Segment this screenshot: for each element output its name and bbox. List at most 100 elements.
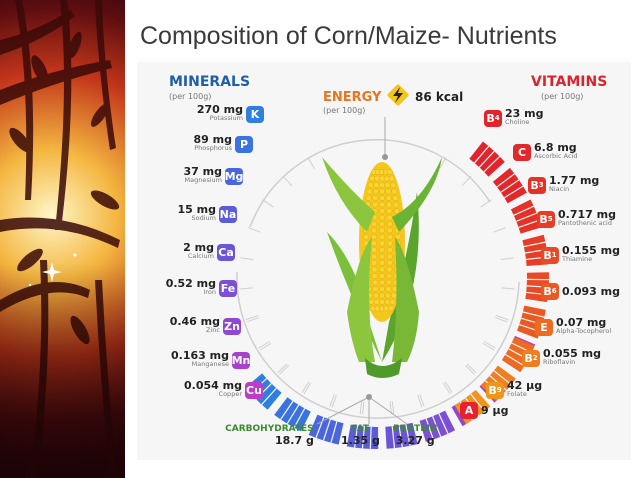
vitamin-name: Ascorbic Acid	[534, 152, 578, 160]
mineral-amount: 270 mg	[196, 103, 243, 116]
bar-divider	[361, 426, 365, 449]
kernel	[372, 188, 379, 195]
infographic-graphics	[236, 84, 549, 449]
kernel	[378, 279, 386, 286]
mineral-name: Manganese	[191, 360, 229, 368]
nutrient-infographic: MINERALS (per 100g) VITAMINS (per 100g) …	[137, 62, 631, 460]
kernel	[386, 201, 393, 208]
kernel	[386, 253, 393, 260]
kernel	[390, 292, 397, 299]
kernel	[378, 273, 386, 279]
bar-divider	[330, 421, 338, 443]
mineral-row-calcium: 2 mg Calcium Ca	[183, 242, 235, 262]
kernel	[378, 214, 386, 221]
kernel	[390, 182, 397, 188]
kernel	[378, 221, 386, 227]
kernel	[367, 182, 374, 188]
kernel	[371, 260, 378, 266]
mineral-amount: 0.46 mg	[169, 315, 220, 328]
vitamin-name: Choline	[505, 118, 530, 126]
kernel	[370, 247, 378, 253]
kernel	[378, 299, 386, 305]
energy-node	[382, 154, 388, 160]
kernel	[386, 240, 394, 247]
bar-divider	[293, 408, 306, 428]
mineral-row-iron: 0.52 mg Iron Fe	[166, 278, 237, 298]
macro-label: PROTEIN	[393, 424, 438, 434]
tick	[500, 257, 514, 261]
vitamin-amount: 0.07 mg	[556, 316, 607, 329]
kernel	[385, 279, 392, 286]
mineral-badge: Mg	[224, 167, 244, 185]
kernel	[378, 266, 386, 273]
kernel	[386, 266, 393, 273]
vitamin-badge: C	[513, 143, 531, 161]
kernel	[366, 188, 373, 195]
vitamin-name: Niacin	[549, 185, 570, 193]
bar-divider	[504, 185, 524, 199]
kernel	[378, 195, 386, 201]
mineral-badge: Na	[219, 205, 237, 223]
tick	[259, 342, 272, 351]
macro-value: 18.7 g	[275, 434, 314, 447]
mineral-name: Copper	[218, 390, 242, 398]
tick	[362, 401, 365, 415]
tick	[461, 175, 472, 186]
kernel	[378, 227, 386, 234]
tick	[465, 365, 475, 375]
kernel	[371, 221, 378, 227]
bar-divider	[280, 400, 294, 420]
tick	[483, 340, 496, 349]
mineral-amount: 89 mg	[193, 133, 232, 146]
mineral-row-sodium: 15 mg Sodium Na	[178, 204, 237, 224]
bar-divider	[513, 205, 535, 216]
tick	[307, 157, 315, 169]
bar-divider	[496, 173, 515, 188]
kernel	[365, 195, 372, 201]
bar-divider	[523, 241, 546, 248]
macro-node	[366, 394, 372, 400]
vitamin-row-c: C 6.8 mg Ascorbic Acid	[513, 142, 577, 162]
mineral-bar	[308, 414, 344, 445]
tick	[245, 315, 259, 321]
tick	[262, 199, 274, 208]
arc-ticks	[239, 157, 515, 415]
mineral-badge: Cu	[245, 381, 263, 399]
bar-divider	[473, 145, 490, 164]
kernel	[386, 227, 393, 234]
kernel	[371, 266, 378, 273]
tick	[493, 227, 507, 233]
bar-divider	[398, 425, 403, 448]
kernel	[387, 305, 394, 312]
vitamin-bar	[510, 199, 542, 234]
kernel	[378, 208, 386, 214]
kernel	[378, 182, 386, 188]
bar-divider	[432, 416, 442, 437]
bar-divider	[322, 419, 331, 441]
vitamin-amount: 0.155 mg	[562, 244, 620, 257]
tick	[329, 394, 335, 407]
kernel	[371, 227, 378, 234]
kernel	[385, 188, 392, 195]
tick	[417, 395, 423, 408]
mineral-name: Magnesium	[184, 176, 222, 184]
kernel	[378, 292, 386, 299]
tick	[240, 257, 254, 261]
vitamin-name: Alpha-Tocopherol	[556, 327, 612, 335]
macro-label: FAT	[351, 424, 370, 434]
vitamin-name: Pantothenic acid	[558, 219, 612, 227]
macro-fat: FAT 1.35 g	[341, 424, 380, 447]
bar-divider	[369, 426, 372, 449]
vitamin-bars	[454, 141, 549, 425]
kernel	[386, 214, 393, 221]
bar-divider	[493, 370, 512, 386]
kernel	[388, 175, 395, 182]
bar-divider	[518, 219, 540, 228]
